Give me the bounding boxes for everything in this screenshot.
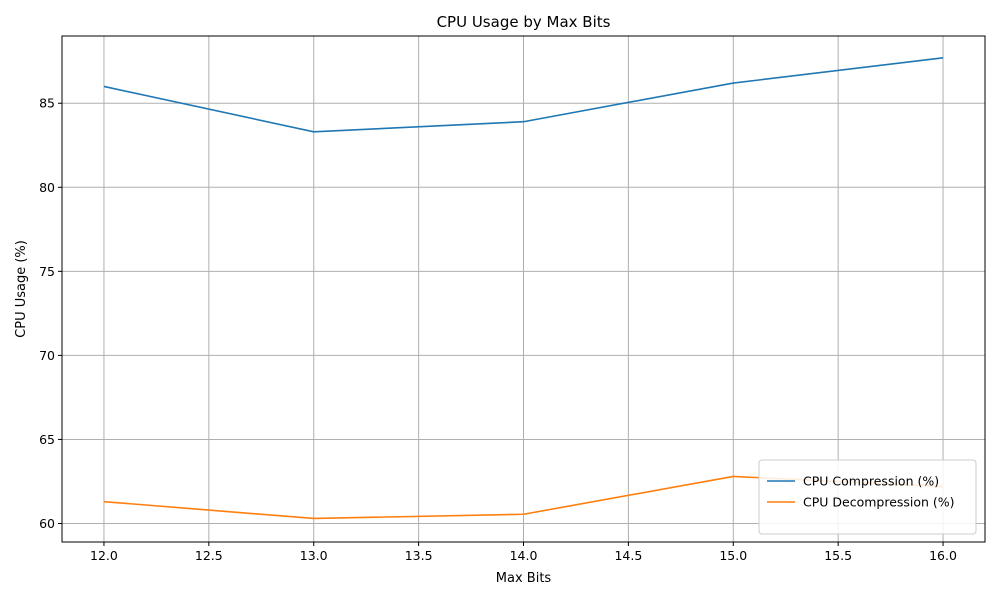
legend-label: CPU Compression (%) [803, 474, 939, 489]
legend-label: CPU Decompression (%) [803, 495, 955, 510]
x-axis-ticks: 12.0 12.5 13.0 13.5 14.0 14.5 15.0 15.5 16.0 [90, 542, 957, 563]
x-tick-label: 16.0 [929, 548, 957, 563]
y-axis-label: CPU Usage (%) [14, 240, 29, 338]
y-tick-label: 70 [39, 348, 55, 363]
x-tick-label: 14.5 [614, 548, 642, 563]
x-tick-label: 14.0 [510, 548, 538, 563]
y-tick-label: 75 [39, 264, 55, 279]
y-tick-label: 60 [39, 516, 55, 531]
y-tick-label: 65 [39, 432, 55, 447]
y-tick-label: 85 [39, 96, 55, 111]
legend-box [758, 459, 977, 535]
x-tick-label: 12.5 [195, 548, 223, 563]
y-tick-label: 80 [39, 180, 55, 195]
series-line-1 [103, 57, 944, 133]
x-tick-label: 15.0 [719, 548, 747, 563]
x-tick-label: 13.0 [300, 548, 328, 563]
y-axis-ticks: 60 65 70 75 80 85 [39, 96, 62, 531]
chart-title: CPU Usage by Max Bits [437, 13, 611, 31]
legend: CPU Compression (%) CPU Decompression (%) [758, 459, 977, 535]
x-tick-label: 15.5 [824, 548, 852, 563]
x-axis-label: Max Bits [496, 571, 552, 586]
x-tick-label: 13.5 [405, 548, 433, 563]
x-tick-label: 12.0 [90, 548, 118, 563]
